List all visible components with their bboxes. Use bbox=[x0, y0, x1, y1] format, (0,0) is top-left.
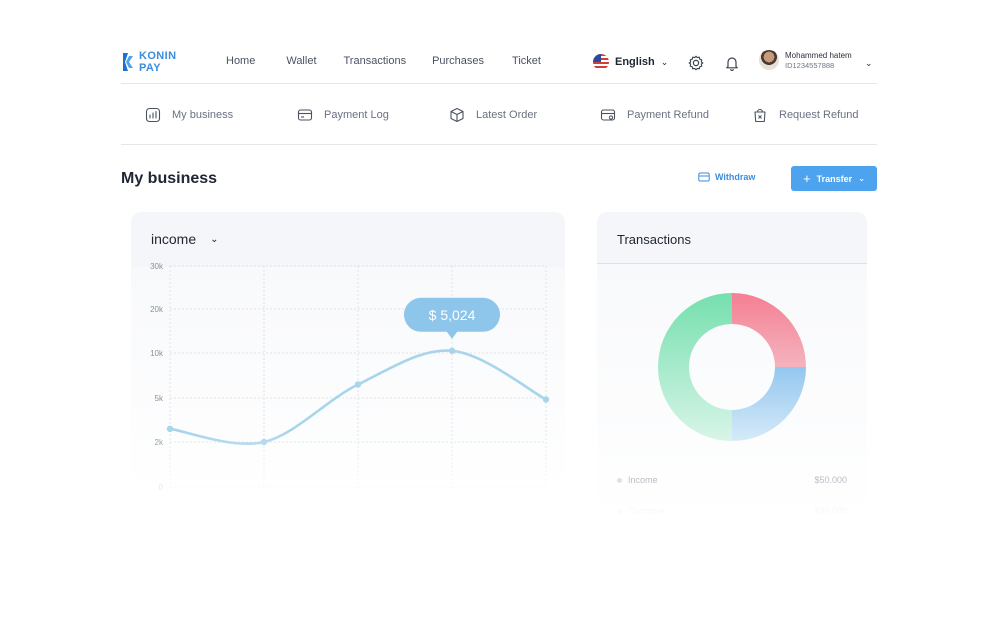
withdraw-button[interactable]: Withdraw bbox=[698, 172, 755, 182]
box-icon bbox=[450, 107, 464, 123]
card-refund-icon bbox=[600, 109, 616, 121]
data-point bbox=[448, 347, 456, 354]
tab-label: Latest Order bbox=[476, 109, 538, 121]
card-icon bbox=[297, 109, 313, 121]
tab-label: Payment Refund bbox=[627, 109, 709, 121]
chevron-down-icon: ⌄ bbox=[210, 233, 219, 245]
main-nav: Home Wallet Transactions Purchases Ticke… bbox=[226, 55, 541, 67]
wallet-icon bbox=[698, 172, 710, 182]
donut-slice bbox=[732, 367, 806, 441]
tab-payment-refund[interactable]: Payment Refund bbox=[600, 107, 709, 123]
chevron-down-icon: ⌄ bbox=[858, 174, 865, 183]
language-selector[interactable]: English ⌄ bbox=[593, 54, 668, 70]
transactions-header: Transactions bbox=[597, 212, 867, 264]
user-name: Mohammed hatem bbox=[785, 50, 852, 60]
income-card: income ⌄ 0 2k 5k 10k 20k 30k $ 5,024 bbox=[131, 212, 565, 502]
tab-label: My business bbox=[172, 109, 234, 121]
income-line-chart: 0 2k 5k 10k 20k 30k $ 5,024 bbox=[150, 262, 550, 492]
data-point bbox=[166, 425, 174, 432]
avatar bbox=[759, 50, 779, 70]
chart-box-icon bbox=[145, 107, 161, 123]
legend-income: Income $50.000 bbox=[617, 475, 847, 485]
y-tick-label: 2k bbox=[155, 438, 164, 447]
tooltip-bubble bbox=[404, 297, 500, 332]
language-label: English bbox=[615, 56, 655, 68]
user-menu-chevron-icon[interactable]: ⌄ bbox=[865, 58, 873, 68]
tab-latest-order[interactable]: Latest Order bbox=[449, 107, 537, 123]
y-tick-label: 5k bbox=[155, 394, 164, 403]
tab-payment-log[interactable]: Payment Log bbox=[297, 107, 389, 123]
tab-label: Request Refund bbox=[779, 109, 859, 121]
gear-icon[interactable] bbox=[687, 54, 705, 72]
transactions-title: Transactions bbox=[617, 232, 691, 247]
data-point bbox=[354, 381, 362, 388]
nav-purchases[interactable]: Purchases bbox=[432, 55, 485, 67]
legend-value: $50.000 bbox=[814, 475, 847, 485]
income-title: income bbox=[151, 231, 197, 247]
user-id: ID1234557888 bbox=[785, 60, 835, 70]
logo-mark-icon bbox=[123, 53, 133, 71]
transfer-label: Transfer bbox=[816, 173, 853, 184]
legend-label: Outcome bbox=[628, 506, 665, 516]
legend-dot bbox=[617, 477, 622, 483]
data-point bbox=[260, 438, 268, 446]
tab-my-business[interactable]: My business bbox=[145, 107, 233, 123]
value-tooltip: $ 5,024 bbox=[404, 297, 500, 339]
transfer-button[interactable]: + Transfer ⌄ bbox=[791, 166, 877, 191]
legend-label: Income bbox=[628, 475, 658, 485]
tooltip-pointer bbox=[446, 330, 458, 339]
bag-icon bbox=[754, 108, 766, 123]
nav-ticket[interactable]: Ticket bbox=[512, 55, 541, 67]
brand-name-line1: KONIN bbox=[139, 50, 177, 62]
plus-icon: + bbox=[803, 171, 811, 186]
legend-dot bbox=[617, 508, 622, 514]
donut-slice bbox=[658, 293, 732, 441]
y-tick-label: 10k bbox=[150, 349, 164, 358]
bell-icon[interactable] bbox=[723, 54, 741, 72]
user-profile[interactable]: Mohammed hatem ID1234557888 bbox=[759, 50, 852, 70]
chevron-down-icon: ⌄ bbox=[660, 56, 669, 67]
nav-home[interactable]: Home bbox=[226, 55, 256, 67]
brand-name-line2: PAY bbox=[139, 62, 161, 74]
tab-label: Payment Log bbox=[324, 109, 389, 121]
withdraw-label: Withdraw bbox=[715, 172, 756, 182]
legend-value: $30.000 bbox=[814, 506, 847, 516]
tab-request-refund[interactable]: Request Refund bbox=[752, 107, 859, 123]
top-header: KONIN PAY Home Wallet Transactions Purch… bbox=[121, 44, 877, 84]
tooltip-value: $ 5,024 bbox=[429, 307, 476, 323]
brand-logo[interactable]: KONIN PAY bbox=[121, 50, 176, 74]
legend-outcome: Outcome $30.000 bbox=[617, 506, 847, 516]
transactions-card: Transactions Income $50.000 Outcome $30.… bbox=[597, 212, 867, 522]
transactions-donut-chart bbox=[658, 293, 806, 441]
y-tick-label: 20k bbox=[150, 305, 164, 314]
data-point bbox=[542, 396, 550, 403]
nav-wallet[interactable]: Wallet bbox=[286, 55, 317, 67]
income-dropdown[interactable]: income ⌄ bbox=[151, 231, 219, 247]
y-tick-label: 0 bbox=[159, 483, 164, 492]
donut-slice bbox=[732, 293, 806, 367]
business-subtabs: My business Payment Log Latest Order Pay… bbox=[121, 85, 877, 145]
y-tick-label: 30k bbox=[150, 262, 164, 271]
us-flag-icon bbox=[593, 54, 609, 70]
income-series-line bbox=[168, 349, 548, 445]
page-title: My business bbox=[121, 170, 218, 187]
nav-transactions[interactable]: Transactions bbox=[343, 55, 407, 67]
